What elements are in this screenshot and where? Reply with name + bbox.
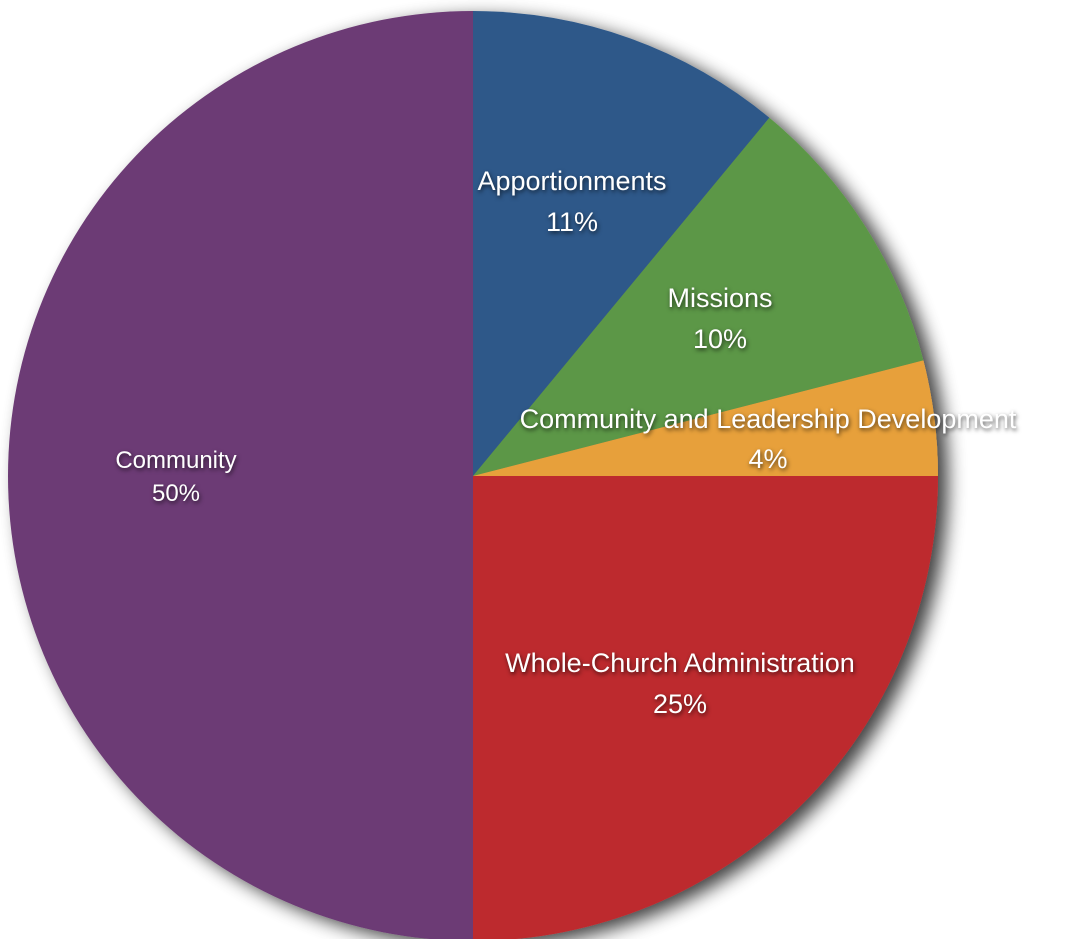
slice-label-whole-church-administration: Whole-Church Administration	[505, 648, 855, 678]
slice-value-whole-church-administration: 25%	[653, 689, 707, 719]
pie-slice-whole-church-administration	[473, 476, 938, 939]
pie-slice-community	[8, 11, 473, 939]
pie-slice-missions	[473, 117, 924, 477]
slice-value-community: 50%	[152, 480, 200, 507]
slice-label-apportionments: Apportionments	[477, 166, 666, 196]
pie-labels: Apportionments 11% Missions 10% Community an…	[115, 166, 1017, 719]
pie-slice-community-and-leadership-development	[473, 360, 938, 476]
slice-value-missions: 10%	[693, 324, 747, 354]
pie-slice-apportionments	[473, 11, 770, 476]
pie-slices	[8, 11, 938, 939]
slice-value-apportionments: 11%	[546, 207, 598, 237]
slice-label-community-and-leadership-development: Community and Leadership Development	[520, 404, 1017, 434]
slice-label-missions: Missions	[667, 283, 772, 313]
slice-value-community-and-leadership-development: 4%	[748, 444, 787, 474]
slice-label-community: Community	[115, 447, 236, 474]
